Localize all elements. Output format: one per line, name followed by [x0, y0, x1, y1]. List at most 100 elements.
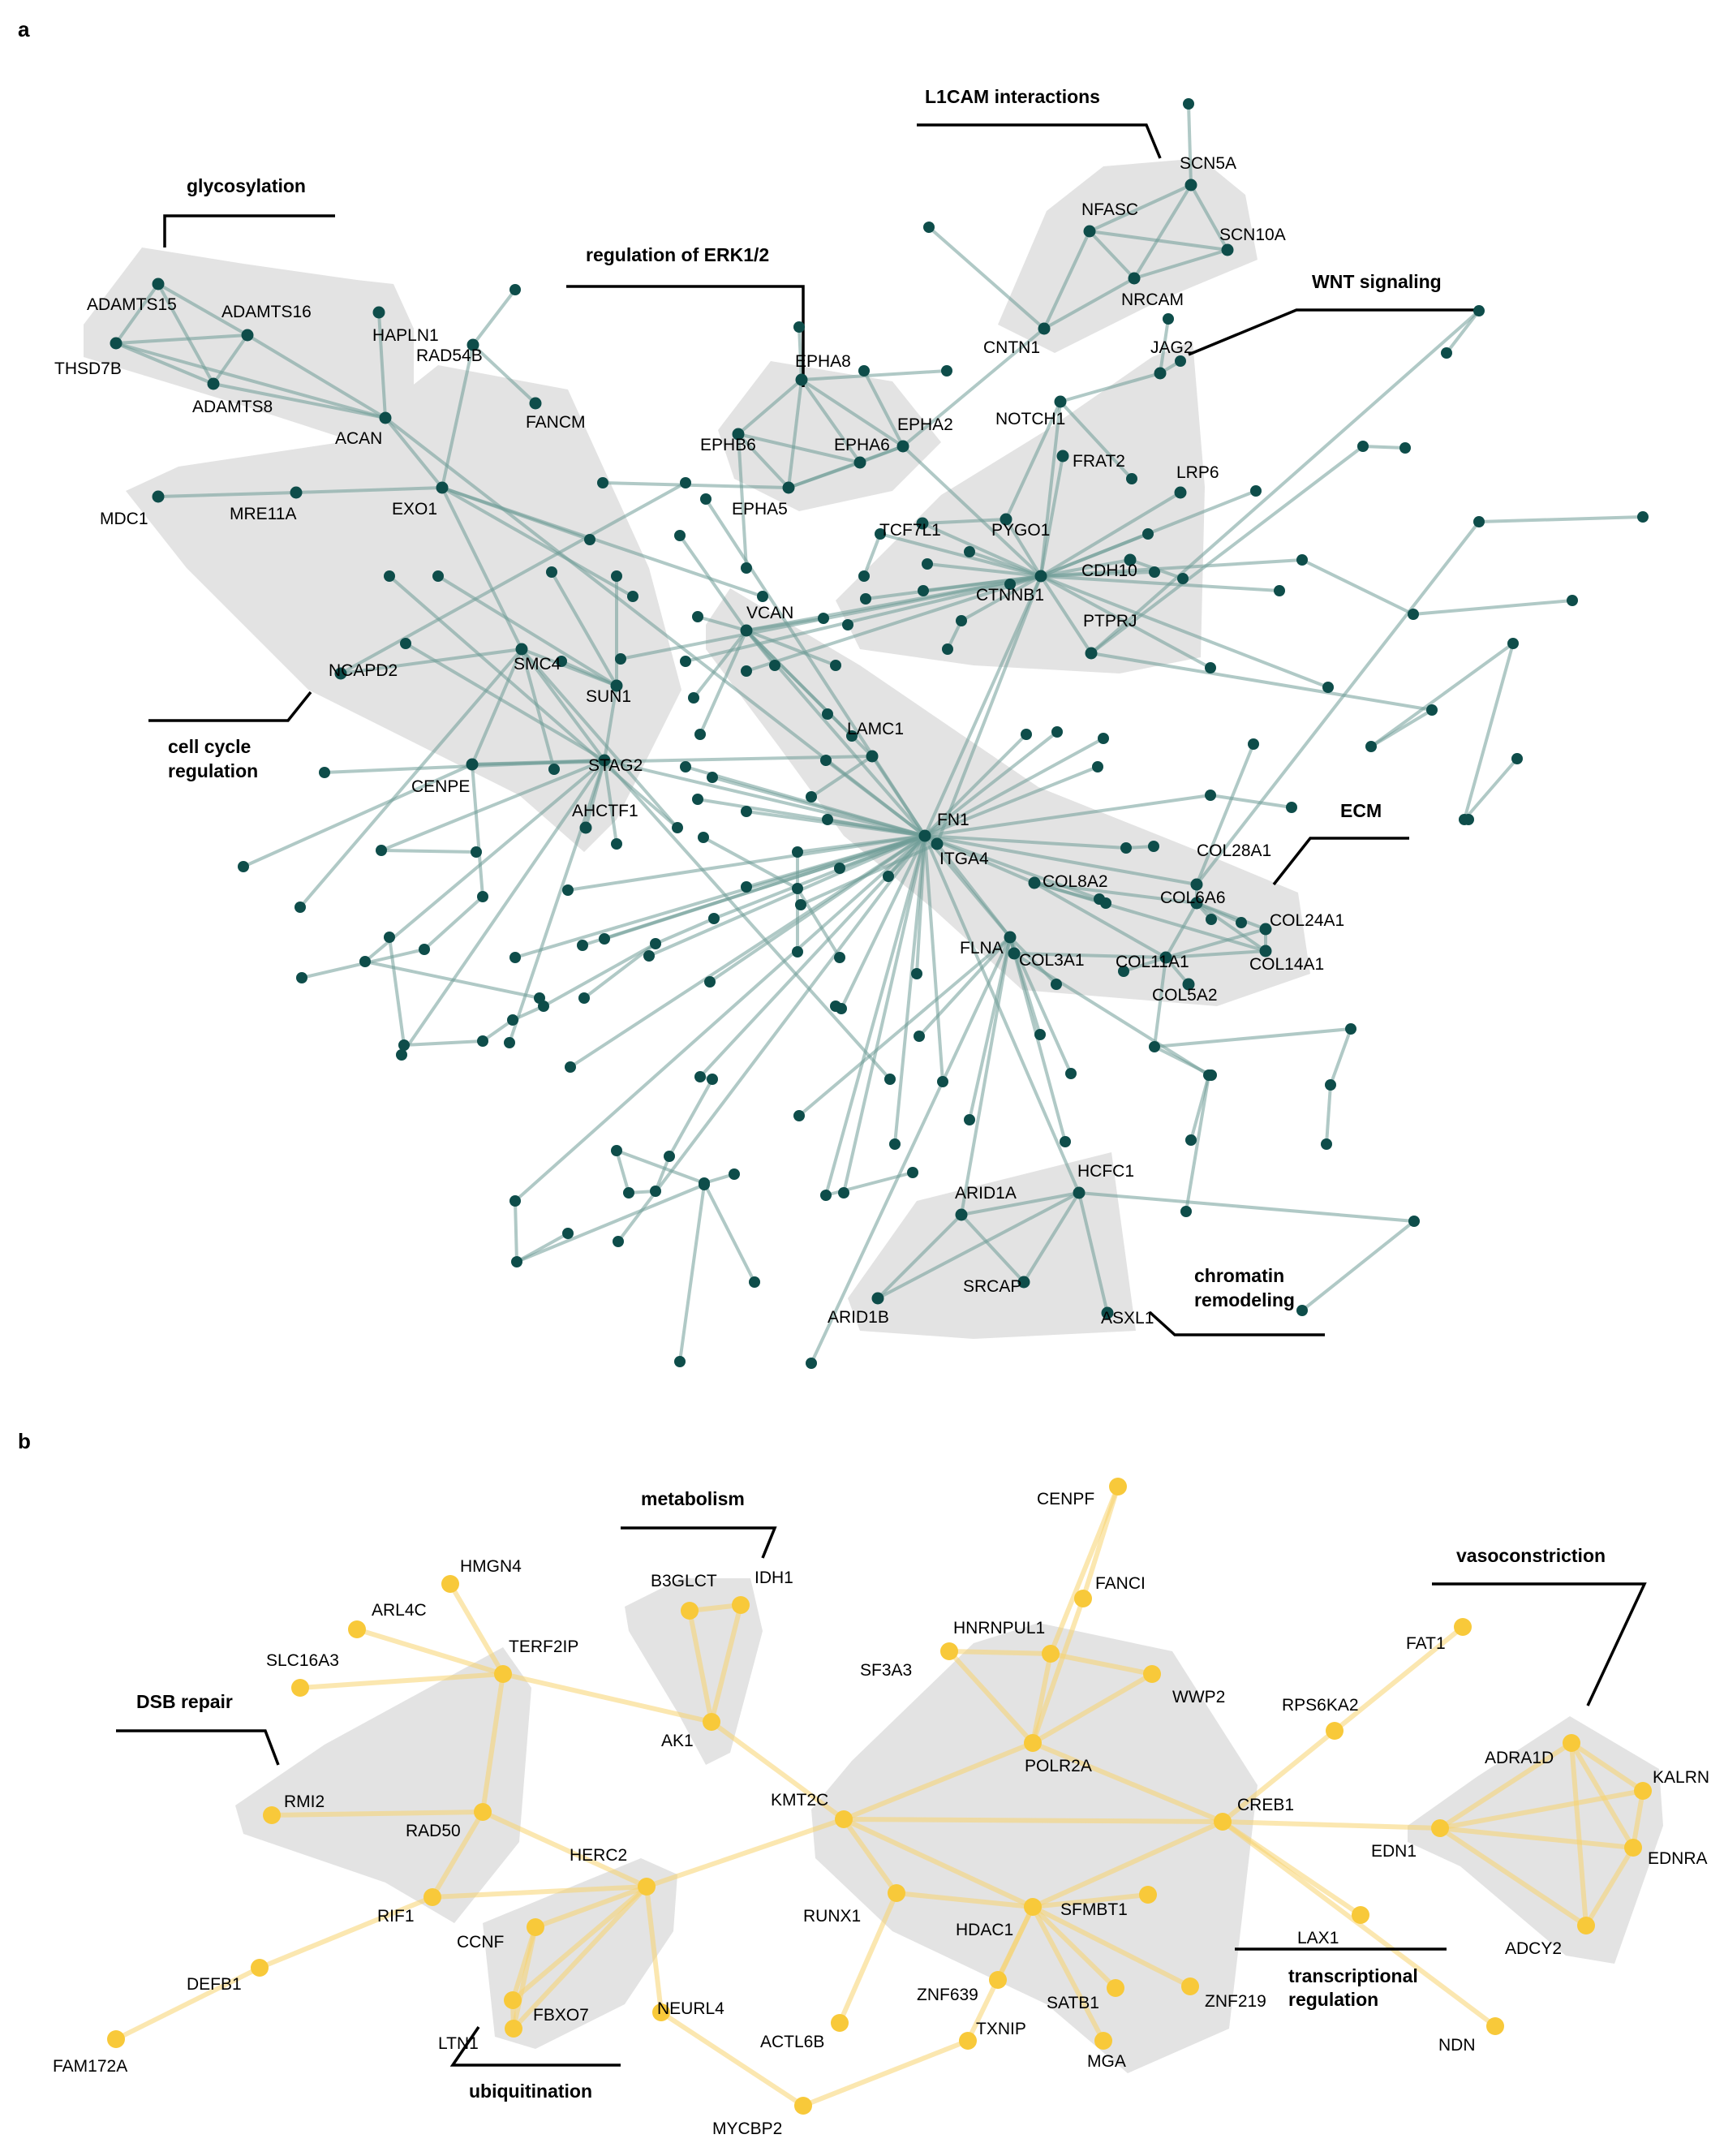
label-kalrn: KALRN [1653, 1768, 1709, 1787]
node-unlabeled [1098, 733, 1109, 744]
edge [995, 1905, 1035, 1982]
bracket-ecm [1272, 837, 1409, 886]
label-col3a1: COL3A1 [1019, 951, 1085, 970]
node-unlabeled [1463, 814, 1474, 825]
edge [926, 562, 1042, 578]
label-col14a1: COL14A1 [1249, 955, 1324, 974]
node-ednra [1624, 1839, 1642, 1857]
node-unlabeled [692, 611, 703, 622]
edge [1133, 248, 1228, 280]
node-unlabeled [376, 845, 387, 856]
node-unlabeled [680, 477, 691, 488]
bracket-metabolism [621, 1526, 777, 1559]
edge [697, 798, 926, 837]
edge [212, 334, 249, 385]
label-itga4: ITGA4 [939, 850, 989, 868]
node-stag2 [598, 754, 611, 767]
node-unlabeled [1060, 1136, 1071, 1147]
label-ednra: EDNRA [1648, 1849, 1708, 1868]
edge [1221, 1819, 1497, 2029]
node-unlabeled [846, 730, 858, 742]
node-sun1 [610, 679, 623, 692]
node-unlabeled [548, 764, 560, 775]
edge [961, 1191, 1080, 1216]
node-unlabeled [359, 956, 371, 967]
edge [824, 835, 926, 1196]
node-unlabeled [319, 767, 330, 778]
node-unlabeled [577, 940, 588, 951]
node-acan [379, 411, 392, 424]
node-ncapd2 [334, 667, 347, 680]
edge [842, 1741, 1034, 1822]
edge [603, 759, 892, 1081]
edge [948, 1649, 1051, 1656]
node-actl6b [831, 2014, 849, 2032]
node-unlabeled [741, 806, 752, 817]
node-unlabeled [792, 846, 803, 858]
node-unlabeled [1034, 1029, 1046, 1040]
group-label-chromatin-remodeling: chromatin remodeling [1194, 1265, 1295, 1310]
edge [1022, 1191, 1081, 1284]
edge [935, 575, 1043, 845]
node-unlabeled [1175, 355, 1186, 367]
edge [516, 1183, 705, 1263]
node-scn10a [1221, 243, 1234, 256]
edge [697, 615, 747, 632]
node-unlabeled [793, 1110, 805, 1121]
edge [918, 936, 1012, 1038]
edge [796, 887, 841, 959]
node-unlabeled [296, 972, 307, 983]
node-unlabeled [1637, 511, 1649, 523]
edge [295, 486, 443, 494]
node-unlabeled [1100, 897, 1111, 909]
node-unlabeled [509, 1195, 521, 1207]
edge [923, 733, 1028, 837]
node-unlabeled [729, 1168, 740, 1180]
node-unlabeled [838, 1187, 849, 1198]
node-ndn [1486, 2017, 1504, 2035]
edge [710, 1719, 845, 1822]
node-unlabeled [1021, 729, 1032, 740]
node-arl4c [348, 1620, 366, 1638]
label-kmt2c: KMT2C [771, 1791, 828, 1810]
node-unlabeled [1365, 741, 1377, 752]
node-unlabeled [907, 1167, 918, 1178]
edge [648, 834, 926, 958]
node-tcf7l1 [916, 517, 929, 530]
edge [837, 1891, 899, 2025]
edge [1439, 1788, 1644, 1831]
edge [543, 942, 656, 1008]
label-hdac1: HDAC1 [956, 1921, 1013, 1939]
label-ctnnb1: CTNNB1 [976, 586, 1044, 605]
edge [1040, 558, 1131, 578]
node-unlabeled [818, 613, 829, 624]
edge [534, 1884, 648, 1930]
node-kmt2c [835, 1810, 853, 1828]
edge [924, 834, 1197, 886]
edge [114, 1965, 261, 2042]
edge [1090, 652, 1433, 712]
edge [960, 1213, 1025, 1284]
node-col28a1 [1190, 878, 1203, 891]
node-unlabeled [599, 933, 610, 945]
node-unlabeled [956, 615, 967, 626]
node-herc2 [638, 1878, 656, 1896]
node-unlabeled [822, 814, 833, 825]
edge [644, 1886, 664, 2013]
node-unlabeled [546, 566, 557, 578]
edge [602, 481, 789, 489]
node-scn5a [1184, 179, 1197, 192]
edge [1043, 277, 1135, 330]
node-unlabeled [384, 932, 395, 943]
node-unlabeled [534, 992, 545, 1004]
node-unlabeled [834, 863, 845, 874]
edge [157, 282, 248, 337]
node-unlabeled [1206, 914, 1217, 925]
edge [480, 1673, 505, 1813]
node-smc4 [515, 643, 528, 656]
edge [520, 648, 556, 770]
edge [1090, 445, 1365, 655]
label-cenpf: CENPF [1037, 1490, 1094, 1508]
bracket-regulation-of-erk1-2 [566, 285, 805, 387]
group-label-wnt-signaling: WNT signaling [1312, 271, 1442, 292]
